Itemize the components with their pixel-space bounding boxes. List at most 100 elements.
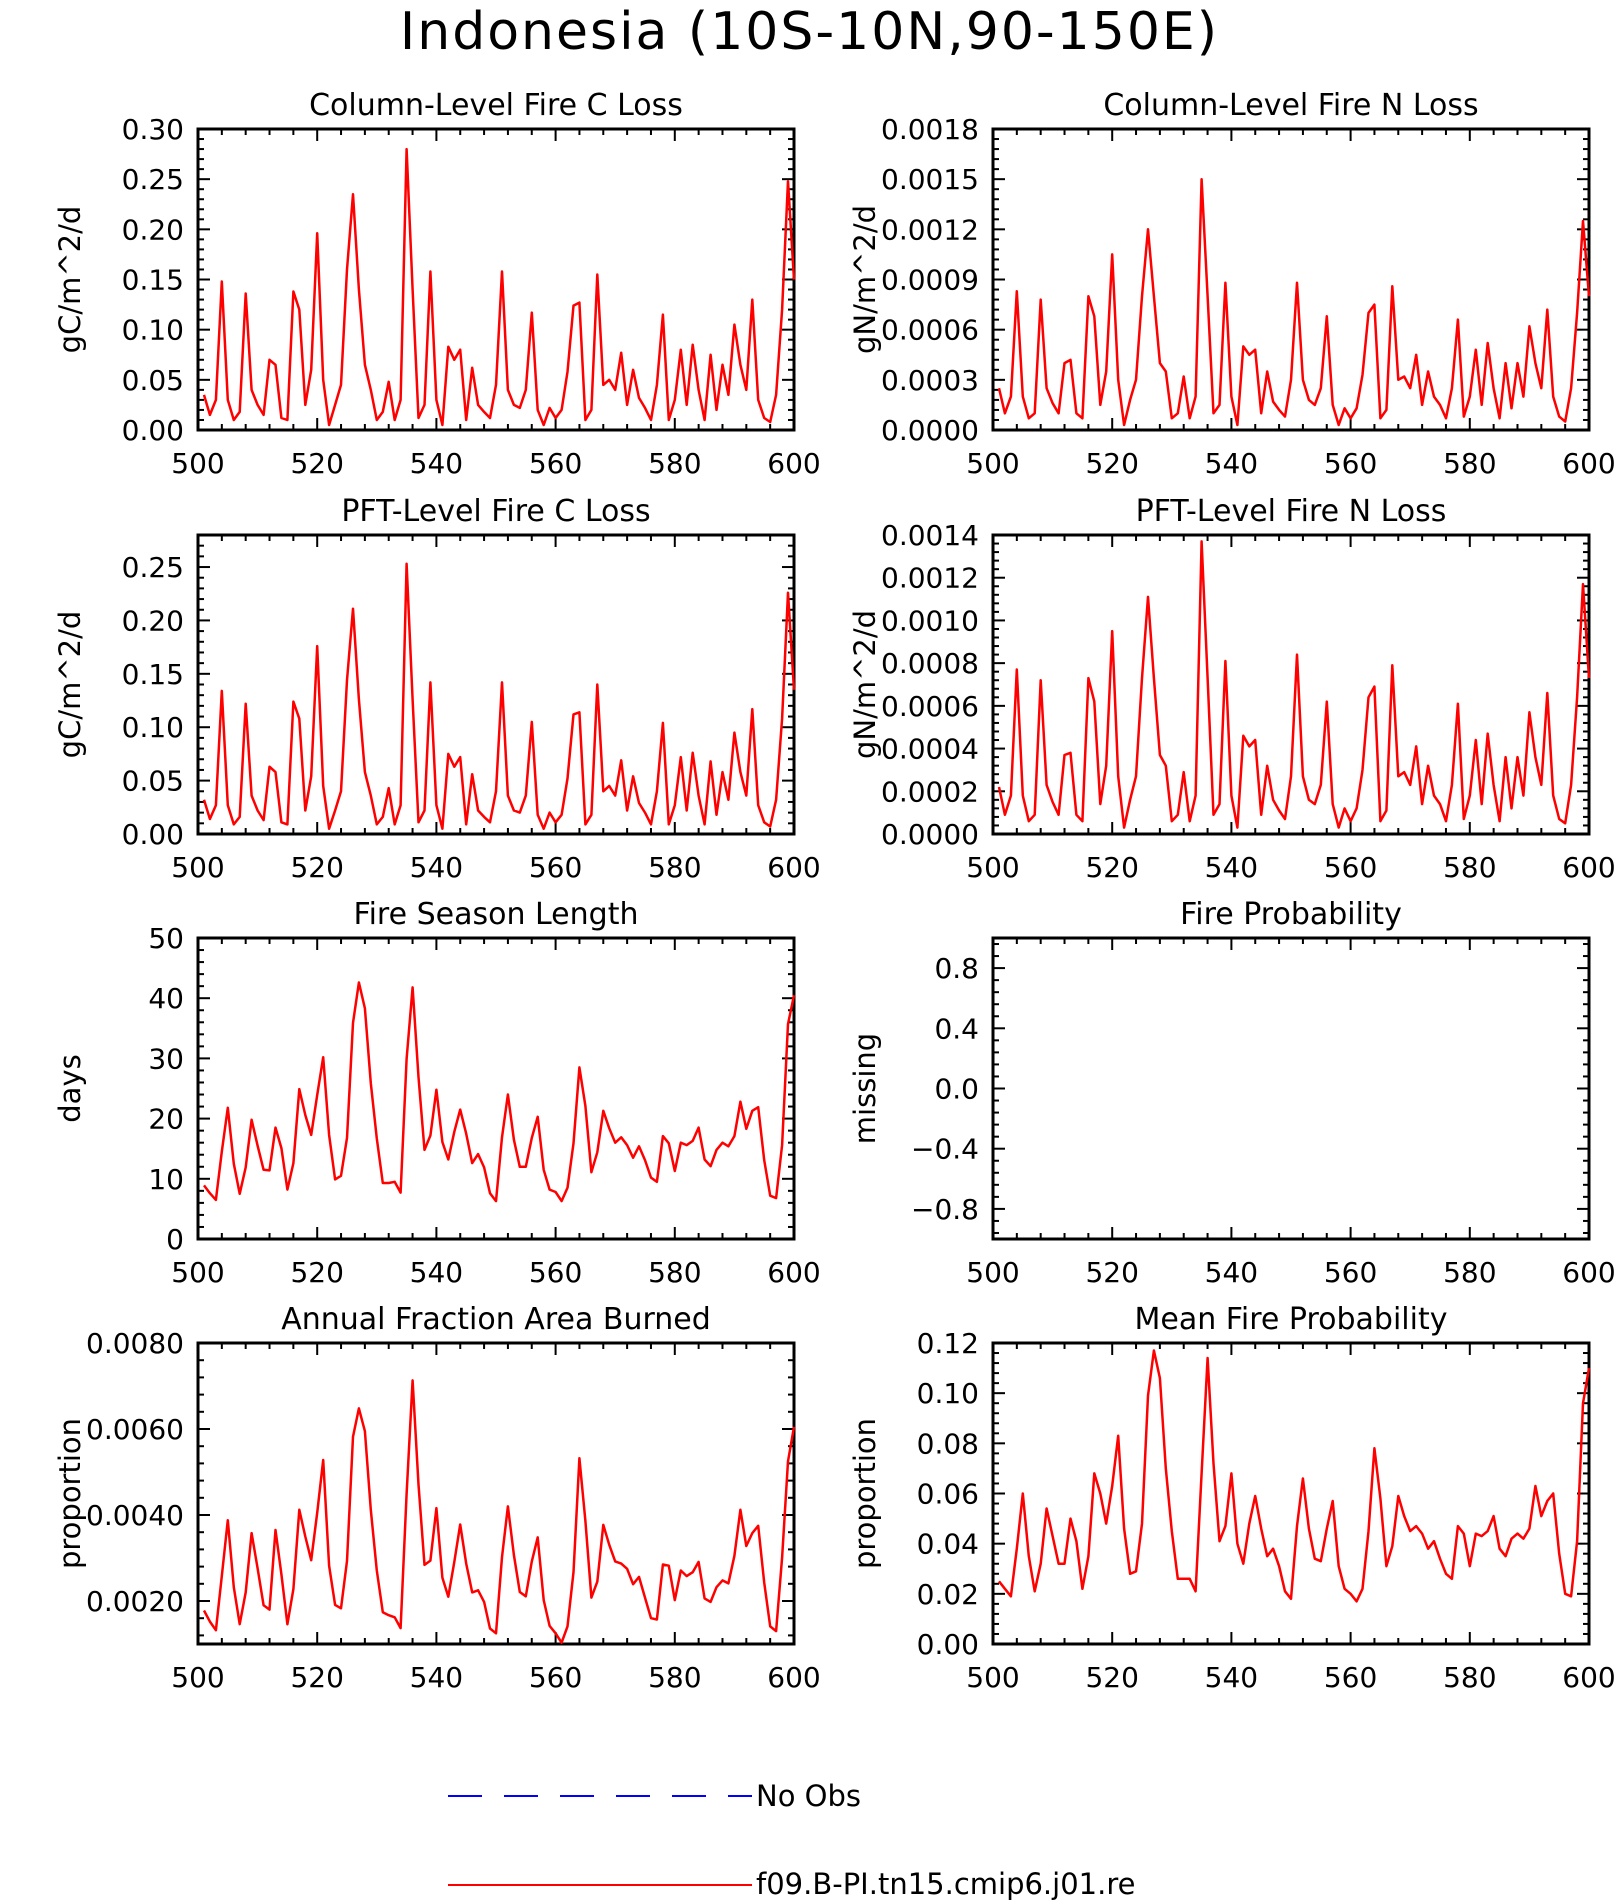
y-tick-label: 0.0080 <box>86 1327 184 1360</box>
y-tick-label: 0.0002 <box>881 775 979 808</box>
y-tick-label: 0 <box>166 1223 184 1256</box>
y-tick-label: 0.06 <box>917 1478 979 1511</box>
y-tick-label: 0.0 <box>934 1073 979 1106</box>
x-tick-label: 580 <box>648 1661 701 1694</box>
x-tick-label: 580 <box>1443 851 1496 884</box>
y-tick-label: 0.4 <box>934 1012 979 1045</box>
y-tick-label: 0.0009 <box>881 264 979 297</box>
y-axis-label: proportion <box>848 1418 882 1569</box>
y-tick-label: 0.8 <box>934 952 979 985</box>
y-tick-label: 0.02 <box>917 1578 979 1611</box>
x-tick-label: 560 <box>1324 447 1377 480</box>
y-tick-label: 0.05 <box>122 364 184 397</box>
x-tick-label: 540 <box>1205 851 1258 884</box>
x-tick-label: 580 <box>1443 1661 1496 1694</box>
x-tick-label: 580 <box>648 1256 701 1289</box>
y-axis-label: gN/m^2/d <box>848 205 882 354</box>
chart-panel-7: 500 520 540 560 580 600 0.0020 0.0040 0.0060 0.00… <box>53 1302 821 1694</box>
x-tick-label: 560 <box>1324 1256 1377 1289</box>
x-tick-label: 580 <box>1443 1256 1496 1289</box>
x-tick-label: 520 <box>290 447 343 480</box>
legend: No Obs f09.B-PI.tn15.cmip6.j01.re <box>448 1779 1135 1901</box>
y-tick-label: 50 <box>148 922 184 955</box>
x-tick-label: 540 <box>410 1256 463 1289</box>
y-tick-label: 0.0012 <box>881 213 979 246</box>
chart-panel-5: 500 520 540 560 580 600 0 10 20 30 40 50 Fire Season… <box>53 897 821 1289</box>
x-tick-label: 600 <box>1562 1661 1615 1694</box>
y-tick-label: −0.8 <box>911 1193 979 1226</box>
legend-model-label: f09.B-PI.tn15.cmip6.j01.re <box>756 1867 1135 1901</box>
panel-title: Fire Probability <box>1180 897 1402 932</box>
panel-title: Column-Level Fire C Loss <box>309 88 683 123</box>
y-tick-label: 0.15 <box>122 264 184 297</box>
y-tick-label: 0.0014 <box>881 519 979 552</box>
x-tick-label: 580 <box>648 851 701 884</box>
x-tick-label: 600 <box>1562 447 1615 480</box>
x-tick-label: 600 <box>767 851 820 884</box>
plot-frame <box>991 533 1591 836</box>
y-tick-label: 0.08 <box>917 1427 979 1460</box>
chart-panel-6: 500 520 540 560 580 600 −0.8 −0.4 0.0 0.4 0.8 Fire … <box>848 897 1616 1289</box>
x-tick-label: 600 <box>1562 851 1615 884</box>
series-line <box>202 1379 796 1644</box>
y-tick-label: 0.04 <box>917 1528 979 1561</box>
y-tick-label: 10 <box>148 1163 184 1196</box>
x-tick-label: 580 <box>1443 447 1496 480</box>
chart-panel-2: 500 520 540 560 580 600 0.0000 0.0003 0.0006 0.00… <box>848 88 1616 480</box>
y-tick-label: 0.0015 <box>881 163 979 196</box>
y-tick-label: 0.0018 <box>881 113 979 146</box>
y-tick-label: 0.0020 <box>86 1585 184 1618</box>
x-tick-label: 520 <box>290 851 343 884</box>
panel-title: PFT-Level Fire C Loss <box>341 494 650 529</box>
x-tick-label: 540 <box>410 851 463 884</box>
y-tick-label: 0.12 <box>917 1327 979 1360</box>
panel-title: Annual Fraction Area Burned <box>281 1302 711 1337</box>
x-tick-label: 600 <box>1562 1256 1615 1289</box>
series-line <box>202 147 796 427</box>
x-tick-label: 500 <box>171 1661 224 1694</box>
y-tick-label: 0.0008 <box>881 647 979 680</box>
y-tick-label: 0.15 <box>122 658 184 691</box>
y-tick-label: 0.10 <box>122 711 184 744</box>
y-tick-label: 30 <box>148 1042 184 1075</box>
page-title: Indonesia (10S-10N,90-150E) <box>399 2 1220 62</box>
y-axis-label: proportion <box>53 1418 87 1569</box>
plot-frame <box>196 936 796 1241</box>
y-tick-label: 0.0000 <box>881 414 979 447</box>
y-axis-label: gC/m^2/d <box>53 206 87 354</box>
y-tick-label: 0.25 <box>122 551 184 584</box>
x-tick-label: 520 <box>290 1661 343 1694</box>
y-tick-label: 0.0004 <box>881 733 979 766</box>
y-axis-label: gC/m^2/d <box>53 611 87 759</box>
chart-panel-4: 500 520 540 560 580 600 0.0000 0.0002 0.0004 0.00… <box>848 494 1616 884</box>
x-tick-label: 560 <box>529 1256 582 1289</box>
x-tick-label: 600 <box>767 447 820 480</box>
y-tick-label: −0.4 <box>911 1133 979 1166</box>
x-tick-label: 560 <box>529 447 582 480</box>
series-line <box>997 540 1591 829</box>
series-line <box>998 1349 1591 1603</box>
x-tick-label: 540 <box>410 447 463 480</box>
x-tick-label: 520 <box>1085 1661 1138 1694</box>
y-axis-label: gN/m^2/d <box>848 610 882 759</box>
x-tick-label: 500 <box>966 851 1019 884</box>
y-tick-label: 0.0040 <box>86 1499 184 1532</box>
y-tick-label: 0.00 <box>122 414 184 447</box>
y-tick-label: 0.0006 <box>881 314 979 347</box>
x-tick-label: 520 <box>1085 851 1138 884</box>
x-tick-label: 560 <box>1324 851 1377 884</box>
x-tick-label: 600 <box>767 1256 820 1289</box>
x-tick-label: 560 <box>529 1661 582 1694</box>
x-tick-label: 500 <box>171 851 224 884</box>
x-tick-label: 540 <box>410 1661 463 1694</box>
y-tick-label: 0.25 <box>122 163 184 196</box>
x-tick-label: 580 <box>648 447 701 480</box>
x-tick-label: 540 <box>1205 447 1258 480</box>
x-tick-label: 520 <box>1085 1256 1138 1289</box>
legend-obs-label: No Obs <box>756 1779 861 1813</box>
series-line <box>997 177 1591 427</box>
y-tick-label: 0.0000 <box>881 818 979 851</box>
x-tick-label: 500 <box>966 1661 1019 1694</box>
panel-title: Mean Fire Probability <box>1135 1302 1448 1337</box>
y-tick-label: 0.10 <box>122 314 184 347</box>
